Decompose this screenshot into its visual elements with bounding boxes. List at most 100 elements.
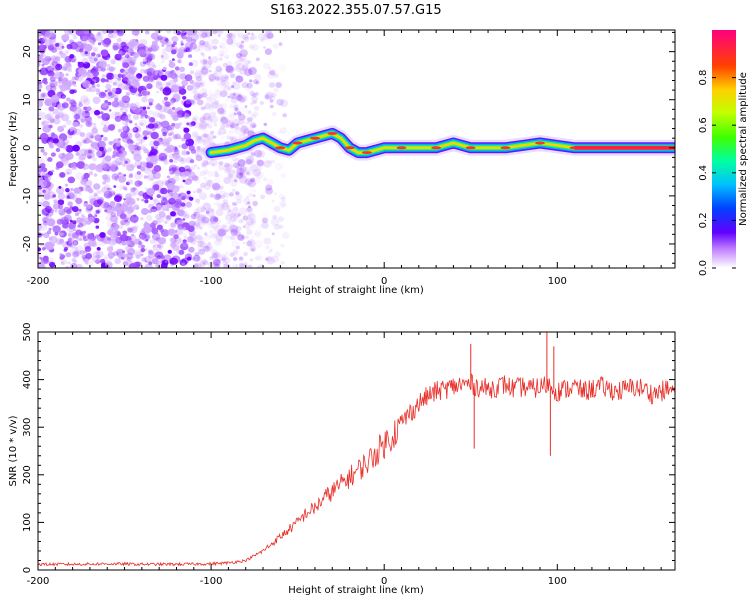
top-y-tick-label: 10 [22,93,33,106]
noise-dot [242,241,246,245]
noise-dot [142,130,149,137]
noise-dot [244,68,253,77]
noise-dot [211,66,216,70]
noise-dot [123,77,128,82]
noise-dot [245,80,252,86]
noise-dot [186,256,192,261]
noise-dot [131,188,139,196]
noise-dot [172,175,180,182]
noise-dot [227,164,233,170]
noise-dot [194,69,203,78]
noise-dot [66,195,71,199]
noise-dot [244,178,254,187]
noise-dot [94,33,101,40]
noise-dot [192,117,197,122]
noise-dot [209,216,219,224]
noise-dot [85,110,89,114]
noise-dot [38,113,42,117]
noise-dot [133,153,142,162]
noise-dot [224,162,230,168]
noise-dot [150,206,158,213]
noise-dot [243,84,251,91]
noise-dot [118,50,122,53]
noise-dot [184,181,188,185]
noise-dot [115,141,122,147]
noise-dot [185,156,193,164]
noise-dot [40,233,44,236]
noise-dot [216,201,221,206]
noise-dot [186,122,190,126]
bottom-x-tick-label: 100 [548,576,567,587]
noise-dot [95,150,103,157]
noise-dot [140,217,144,221]
noise-dot [265,187,273,195]
noise-dot [47,214,52,218]
noise-dot [180,33,184,37]
noise-dot [172,107,176,110]
noise-dot [161,199,166,204]
noise-dot [273,192,277,195]
top-y-axis-label: Frequency (Hz) [8,111,19,187]
noise-dot [236,173,243,179]
noise-dot [43,232,50,239]
noise-dot [218,69,223,73]
noise-dot [249,79,253,83]
noise-dot [59,73,65,78]
noise-dot [155,158,160,162]
noise-dot [125,252,133,259]
noise-dot [114,97,119,102]
noise-dot [140,138,145,143]
noise-dot [100,134,104,138]
noise-dot [238,125,247,134]
noise-dot [58,204,63,210]
noise-dot [104,260,113,268]
noise-dot [140,166,146,172]
noise-dot [223,192,230,198]
noise-dot [199,260,207,267]
noise-dot [269,96,276,102]
noise-dot [100,67,106,72]
noise-dot [196,216,205,224]
noise-dot [195,256,203,262]
noise-dot [77,61,85,68]
noise-dot [240,125,248,132]
noise-dot [146,187,155,196]
noise-dot [177,59,182,64]
noise-dot [53,201,60,207]
noise-dot [43,193,51,200]
noise-dot [61,34,70,42]
noise-dot [199,33,208,40]
noise-dot [261,221,269,229]
noise-dot [133,52,140,58]
noise-dot [61,128,65,132]
noise-dot [120,131,128,139]
noise-dot [38,112,47,120]
noise-dot [196,135,202,140]
noise-dot [256,150,266,158]
noise-dot [38,84,43,89]
noise-dot [111,87,117,93]
noise-dot [164,38,169,42]
noise-dot [252,100,257,104]
noise-dot [193,30,198,34]
noise-dot [121,119,129,126]
noise-dot [148,117,156,123]
noise-dot [235,66,242,73]
noise-dot [116,30,125,35]
noise-dot [233,162,240,169]
noise-dot [139,230,145,236]
noise-dot [122,230,128,235]
noise-dot [264,31,273,39]
noise-dot [200,67,209,75]
noise-dot [224,131,228,135]
noise-dot [161,49,167,54]
noise-dot [279,224,284,229]
noise-dot [172,134,179,140]
noise-dot [132,127,137,132]
noise-dot [264,30,272,34]
noise-dot [213,70,219,75]
noise-dot [274,251,281,258]
noise-dot [110,211,117,218]
noise-dot [39,54,44,58]
